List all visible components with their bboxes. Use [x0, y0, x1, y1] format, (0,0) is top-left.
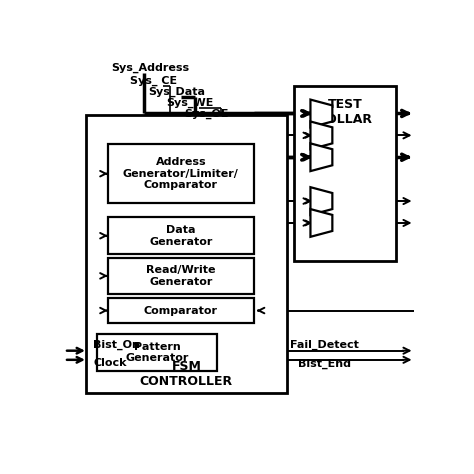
Text: Address
Generator/Limiter/
Comparator: Address Generator/Limiter/ Comparator — [123, 157, 239, 190]
Bar — [97, 334, 218, 371]
Bar — [294, 86, 396, 261]
Text: Sys_Address: Sys_Address — [111, 63, 190, 73]
Text: Sys_ CE: Sys_ CE — [130, 75, 177, 86]
Bar — [108, 298, 254, 323]
Text: Pattern
Generator: Pattern Generator — [126, 342, 189, 363]
Text: Comparator: Comparator — [144, 306, 218, 316]
Polygon shape — [310, 143, 332, 171]
Bar — [108, 258, 254, 294]
Text: Bist_End: Bist_End — [298, 358, 351, 369]
Polygon shape — [310, 209, 332, 237]
Bar — [86, 115, 287, 392]
Text: Fail_Detect: Fail_Detect — [291, 340, 359, 350]
Text: Sys_WE: Sys_WE — [166, 97, 214, 108]
Bar — [108, 218, 254, 254]
Polygon shape — [310, 187, 332, 215]
Text: Sys_OE: Sys_OE — [184, 109, 229, 118]
Text: Data
Generator: Data Generator — [149, 225, 212, 246]
Text: FSM
CONTROLLER: FSM CONTROLLER — [140, 360, 233, 388]
Polygon shape — [310, 100, 332, 128]
Text: Bist_On: Bist_On — [93, 340, 140, 350]
Text: Sys_Data: Sys_Data — [148, 86, 205, 97]
Text: TEST
COLLAR: TEST COLLAR — [318, 98, 373, 126]
Text: Clock: Clock — [93, 358, 127, 368]
Bar — [108, 145, 254, 203]
Polygon shape — [310, 121, 332, 149]
Text: Read/Write
Generator: Read/Write Generator — [146, 265, 216, 287]
